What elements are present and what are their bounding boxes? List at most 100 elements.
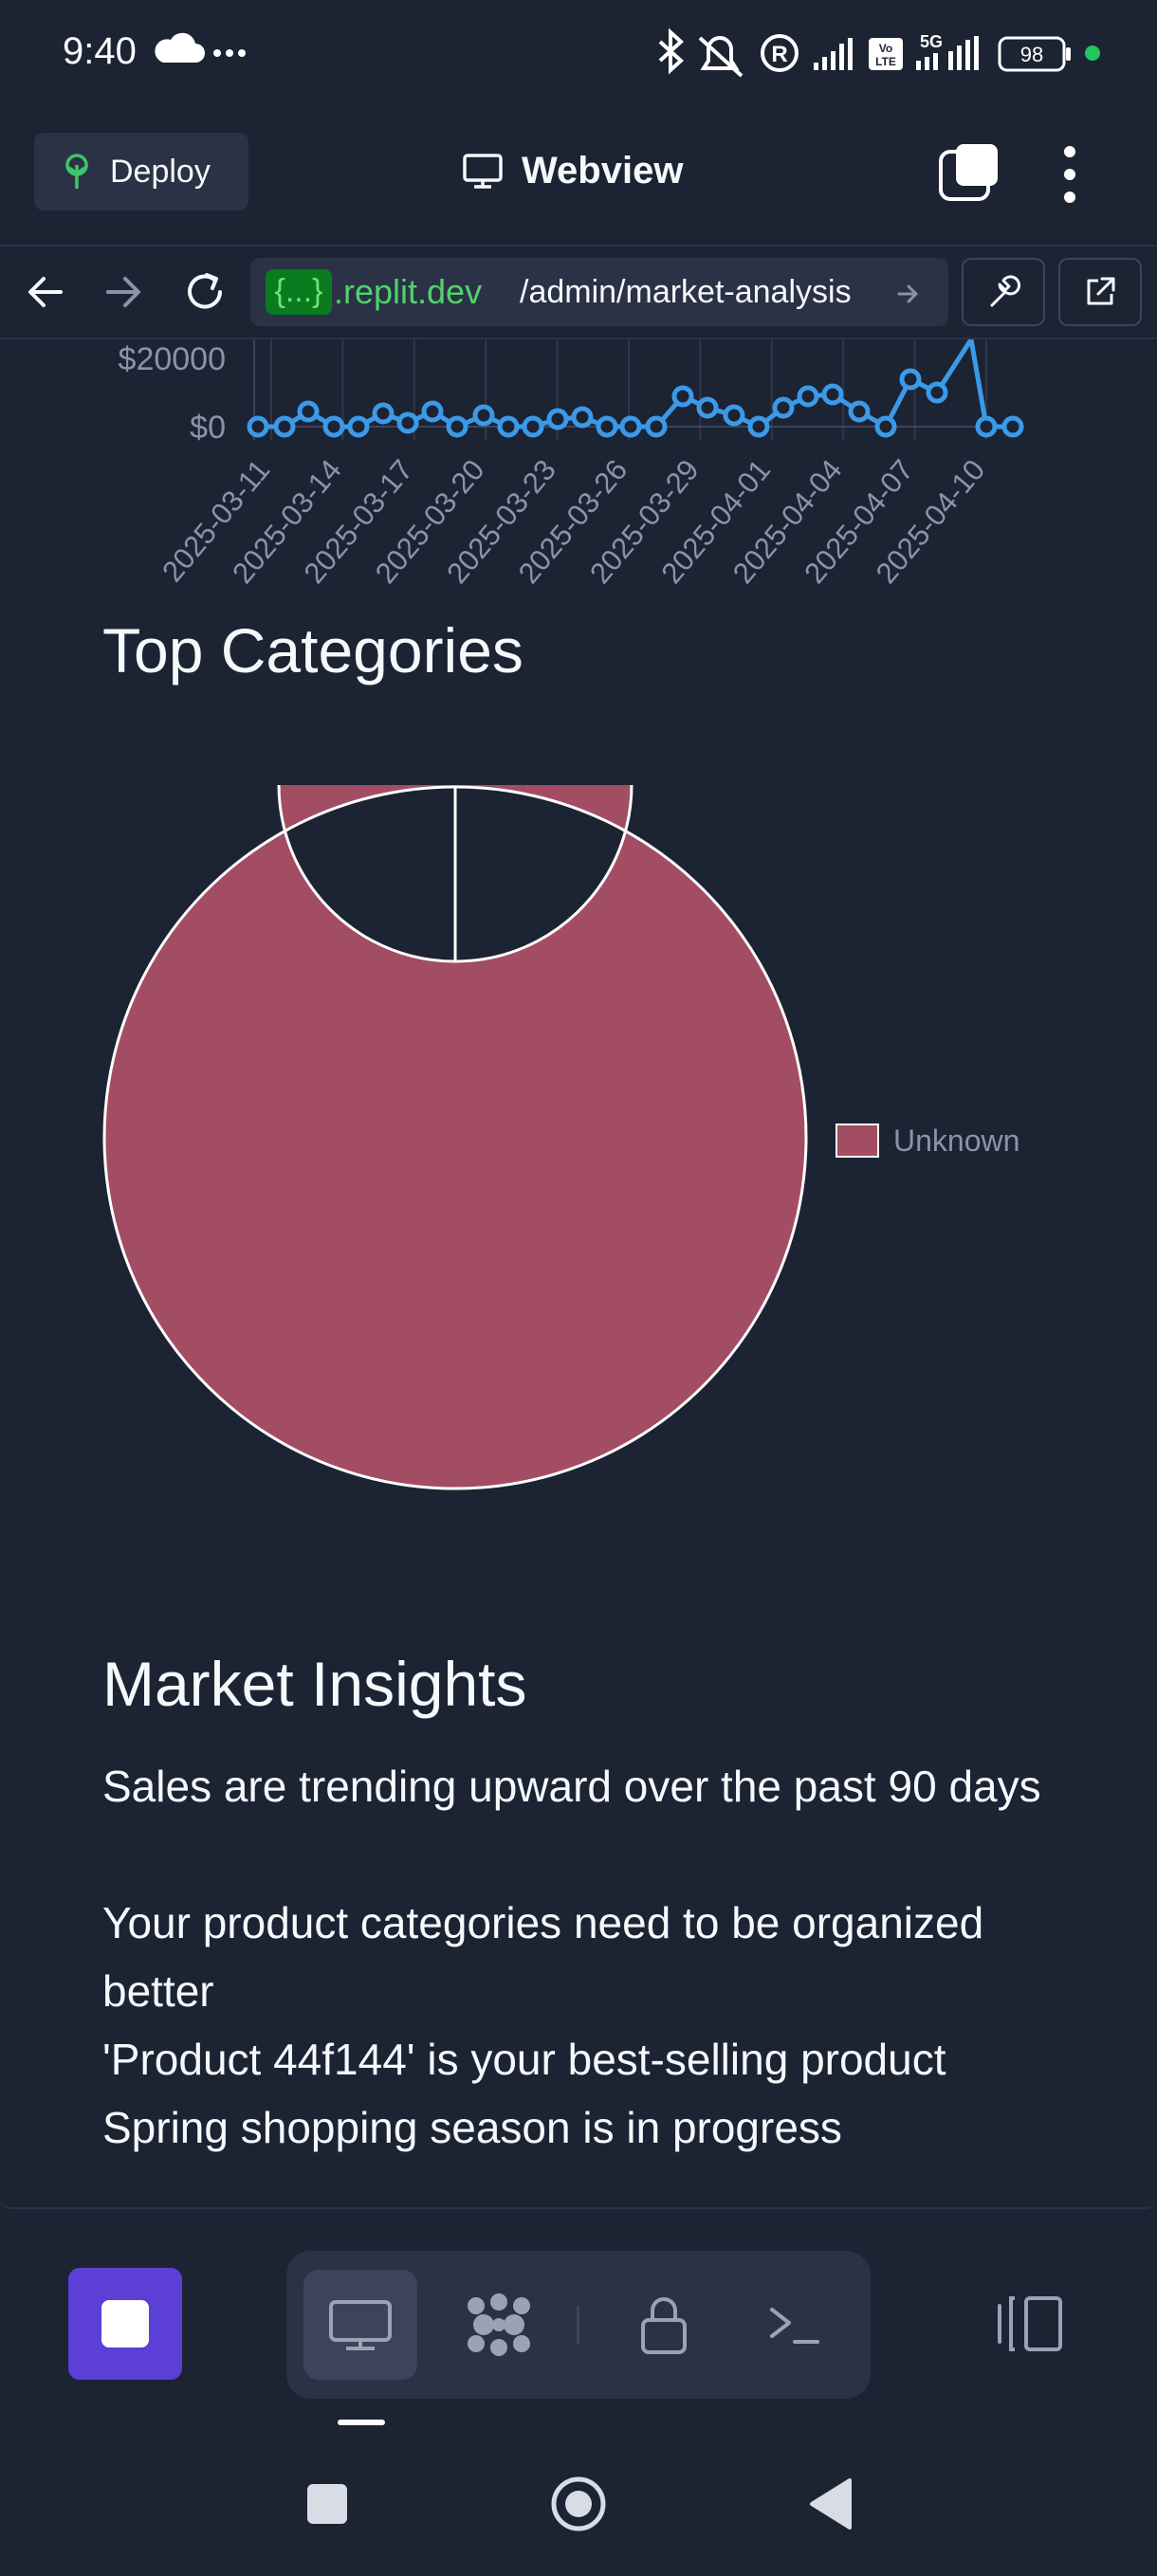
sales-point	[347, 415, 370, 438]
overflow-menu-icon[interactable]	[1053, 140, 1087, 207]
sales-point	[472, 404, 495, 427]
stop-button[interactable]	[68, 2268, 182, 2380]
sales-point	[926, 381, 948, 404]
sales-point	[372, 402, 395, 425]
insight-item: Spring shopping season is in progress	[102, 2103, 842, 2152]
more-icon	[213, 49, 246, 57]
deploy-button[interactable]: Deploy	[34, 133, 248, 210]
status-icons: R Vo LTE 5G 98	[155, 27, 1100, 78]
url-bar: {...} .replit.dev /admin/market-analysis	[0, 245, 1157, 339]
home-icon[interactable]	[551, 2476, 606, 2531]
url-path: /admin/market-analysis	[520, 274, 852, 310]
go-arrow-icon[interactable]	[895, 281, 922, 307]
mute-icon	[698, 36, 744, 78]
insight-item: Your product categories need to be organ…	[102, 1898, 984, 2016]
sales-point	[671, 385, 694, 408]
battery-icon: 98	[998, 36, 1071, 72]
monitor-icon	[463, 154, 503, 189]
terminal-icon	[770, 2308, 819, 2344]
url-chip: {...}	[266, 269, 332, 315]
url-host: .replit.dev	[334, 272, 483, 311]
sales-point	[696, 396, 719, 419]
reload-icon[interactable]	[182, 269, 228, 315]
sales-point	[747, 415, 770, 438]
sales-point	[297, 400, 320, 423]
sales-point	[772, 396, 795, 419]
lock-icon	[641, 2297, 687, 2354]
volte-icon: Vo LTE	[869, 38, 903, 70]
stop-icon	[101, 2300, 149, 2348]
sales-point	[522, 415, 544, 438]
sales-point	[899, 368, 922, 391]
svg-text:LTE: LTE	[875, 55, 896, 68]
recents-icon[interactable]	[307, 2484, 347, 2524]
tab-secrets[interactable]	[607, 2270, 721, 2380]
deploy-icon	[65, 154, 88, 189]
sales-point	[821, 383, 844, 406]
donut-slice	[102, 785, 808, 1490]
legend-label: Unknown	[893, 1124, 1019, 1158]
external-link-icon	[1087, 277, 1115, 305]
sales-point	[247, 415, 269, 438]
agent-icon	[468, 2293, 530, 2356]
registered-icon: R	[761, 34, 799, 72]
webview-title: Webview	[463, 142, 683, 199]
back-icon[interactable]	[25, 271, 66, 313]
webview-title-text: Webview	[522, 149, 684, 192]
tool-switcher	[286, 2251, 871, 2399]
deploy-label: Deploy	[110, 153, 211, 190]
active-dot-icon	[1085, 46, 1100, 61]
devtools-button[interactable]	[962, 258, 1045, 326]
top-categories-title: Top Categories	[102, 615, 523, 685]
insight-item: Sales are trending upward over the past …	[102, 1762, 1041, 1811]
sales-point	[571, 406, 594, 429]
sales-point	[797, 385, 819, 408]
tabs-icon[interactable]	[937, 140, 1003, 207]
sales-point	[421, 400, 444, 423]
tab-shell[interactable]	[738, 2270, 852, 2380]
active-tab-indicator	[338, 2420, 385, 2425]
sales-point	[975, 415, 998, 438]
monitor-icon	[329, 2300, 392, 2350]
cloud-icon	[155, 32, 205, 63]
status-bar: 9:40 R Vo LTE 5G	[0, 0, 1157, 104]
sales-point	[396, 411, 419, 434]
svg-text:5G: 5G	[920, 32, 943, 51]
sales-point	[446, 415, 468, 438]
open-external-button[interactable]	[1058, 258, 1142, 326]
sales-point	[645, 415, 668, 438]
x-tick-labels: 2025-03-112025-03-142025-03-172025-03-20…	[156, 453, 991, 590]
panels-icon[interactable]	[994, 2293, 1066, 2355]
y-tick-label: $20000	[119, 341, 226, 377]
bluetooth-icon	[658, 27, 684, 75]
tab-webview[interactable]	[303, 2270, 417, 2380]
sales-point	[596, 415, 618, 438]
status-time: 9:40	[63, 30, 137, 72]
signal-icon	[814, 38, 853, 70]
market-insights-title: Market Insights	[102, 1649, 527, 1719]
donut-slices	[102, 785, 808, 1490]
tool-divider	[577, 2306, 579, 2344]
forward-icon[interactable]	[102, 271, 144, 313]
legend-swatch	[836, 1124, 879, 1158]
back-nav-icon[interactable]	[810, 2478, 852, 2530]
battery-level: 98	[1020, 43, 1043, 66]
sales-line-chart: $20000 $0 2025-03-112025-03-142025-03-17…	[119, 339, 1024, 590]
top-categories-donut-chart: Unknown	[102, 785, 1019, 1490]
sales-point	[497, 415, 520, 438]
svg-text:Vo: Vo	[879, 42, 892, 55]
system-nav-icons	[307, 2476, 852, 2531]
sales-series-line	[258, 339, 1013, 429]
sales-point	[546, 408, 569, 430]
5g-signal-icon: 5G	[916, 32, 979, 70]
wrench-icon	[990, 275, 1020, 307]
sales-point	[619, 415, 642, 438]
system-nav-bar	[0, 2446, 1157, 2571]
sales-point	[723, 404, 745, 427]
tab-agent[interactable]	[442, 2270, 556, 2380]
app-bar: Deploy Webview	[0, 114, 1157, 247]
sales-point	[848, 400, 871, 423]
address-field[interactable]: {...} .replit.dev /admin/market-analysis	[250, 258, 948, 326]
sales-point	[874, 415, 897, 438]
sales-point	[1001, 415, 1024, 438]
